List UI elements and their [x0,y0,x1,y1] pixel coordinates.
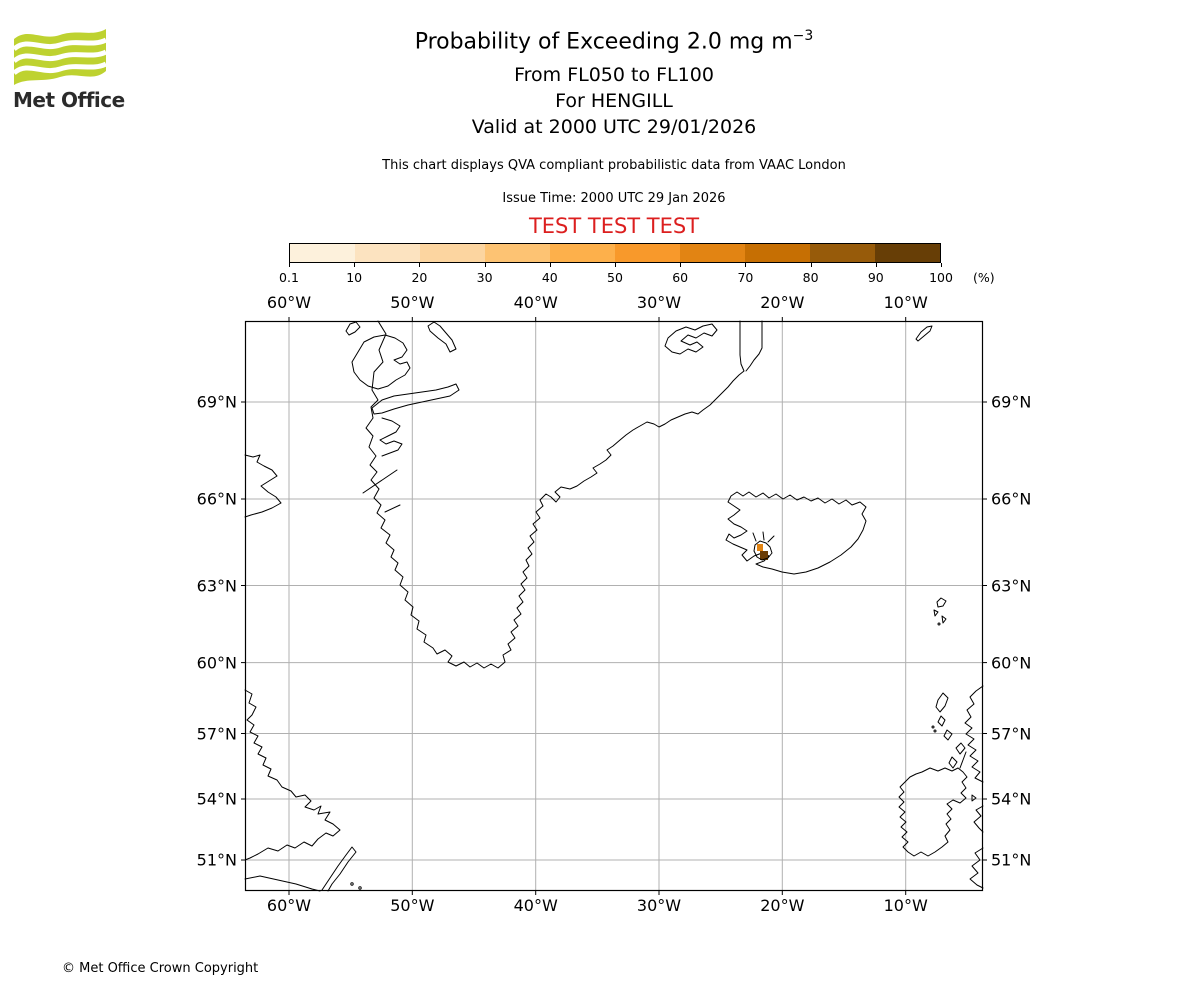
colorbar-segments [289,243,941,263]
colorbar-ticks [289,263,942,268]
test-banner: TEST TEST TEST [528,214,700,238]
scotland-coastline [931,685,984,783]
lon-label-bottom: 30°W [636,896,682,915]
colorbar-tick [289,263,290,267]
issue-time: Issue Time: 2000 UTC 29 Jan 2026 [502,191,726,206]
colorbar-segment [745,244,810,262]
colorbar-segment [550,244,615,262]
jan-mayen-coastline [915,325,933,342]
colorbar-tick-label: 80 [802,270,819,285]
baffin-coastline [244,454,282,518]
lat-label-right: 51°N [991,850,1032,870]
subtitle-valid-time: Valid at 2000 UTC 29/01/2026 [471,116,757,138]
colorbar-tick-label: 90 [867,270,884,285]
faroe-islands-coastline [933,597,947,626]
subtitle-volcano: For HENGILL [555,90,673,112]
colorbar-segment [485,244,550,262]
colorbar-tick [680,263,682,267]
lon-label-top: 10°W [883,293,928,312]
axis-ticks [241,317,987,895]
colorbar-segment [875,244,940,262]
map-area [241,317,987,895]
ireland-coastline [898,767,977,857]
colorbar-tick [875,263,877,267]
logo-text: Met Office [13,88,125,112]
colorbar-tick-label: 30 [476,270,493,285]
colorbar-segment [290,244,355,262]
lat-label-left: 51°N [196,850,237,870]
lon-label-bottom: 50°W [390,896,435,915]
colorbar-tick [419,263,421,267]
colorbar-segment [680,244,745,262]
colorbar-unit: (%) [973,270,995,285]
lon-label-top: 60°W [266,293,312,312]
lat-label-right: 57°N [991,724,1032,743]
page-title: Probability of Exceeding 2.0 mg m−3 [415,28,814,54]
lon-label-top: 20°W [760,293,805,312]
colorbar-tick [745,263,747,267]
colorbar-tick [549,263,551,267]
lon-label-top: 30°W [636,293,682,312]
colorbar-segment [615,244,680,262]
colorbar-tick-label: 60 [672,270,689,285]
iceland-coastline [725,491,867,575]
lat-label-left: 63°N [196,576,237,595]
colorbar-tick [484,263,486,267]
lat-label-right: 69°N [991,392,1032,412]
lat-label-left: 69°N [196,392,237,412]
lat-label-right: 54°N [991,789,1032,809]
colorbar-tick [615,263,616,267]
colorbar-tick [941,263,942,267]
colorbar-tick-label: 0.1 [279,270,299,285]
lat-label-left: 60°N [196,653,237,673]
lon-label-top: 40°W [513,293,558,312]
copyright: © Met Office Crown Copyright [62,961,259,976]
colorbar-segment [810,244,875,262]
colorbar-tick [810,263,812,267]
greenland-coastline [345,320,763,669]
colorbar-tick-label: 10 [346,270,363,285]
map-border [244,320,984,892]
colorbar-tick [354,263,356,267]
lat-label-right: 60°N [991,653,1032,673]
lat-label-left: 54°N [196,789,237,809]
colorbar-segment [355,244,420,262]
lon-label-top: 50°W [390,293,435,312]
graticule-grid [245,321,983,891]
lat-label-right: 66°N [991,489,1032,509]
colorbar-tick-label: 40 [541,270,558,285]
subtitle-flight-levels: From FL050 to FL100 [514,64,714,86]
map-canvas [241,317,987,895]
probability-marker [752,531,775,561]
lon-label-bottom: 40°W [513,896,558,915]
colorbar-tick-label: 100 [929,270,953,285]
colorbar-tick-label: 50 [607,270,623,285]
labrador-coastline [244,689,362,892]
colorbar-ticklabels: (%) 0.1 10 20 30 40 50 60 70 80 90 100 [279,270,1009,286]
lon-label-bottom: 20°W [760,896,805,915]
title-main: Probability of Exceeding 2.0 mg m [414,29,793,55]
lon-label-bottom: 10°W [883,896,928,915]
colorbar-tick-label: 70 [737,270,754,285]
lon-label-bottom: 60°W [266,896,312,915]
lat-label-left: 66°N [196,489,237,509]
lat-label-left: 57°N [196,724,237,743]
colorbar-segment [420,244,485,262]
colorbar-tick-label: 20 [411,270,428,285]
england-wales-coastline [969,805,984,889]
lat-label-right: 63°N [991,576,1032,595]
title-superscript: −3 [792,28,814,44]
qva-description: This chart displays QVA compliant probab… [382,158,846,173]
met-office-logo [14,29,106,85]
